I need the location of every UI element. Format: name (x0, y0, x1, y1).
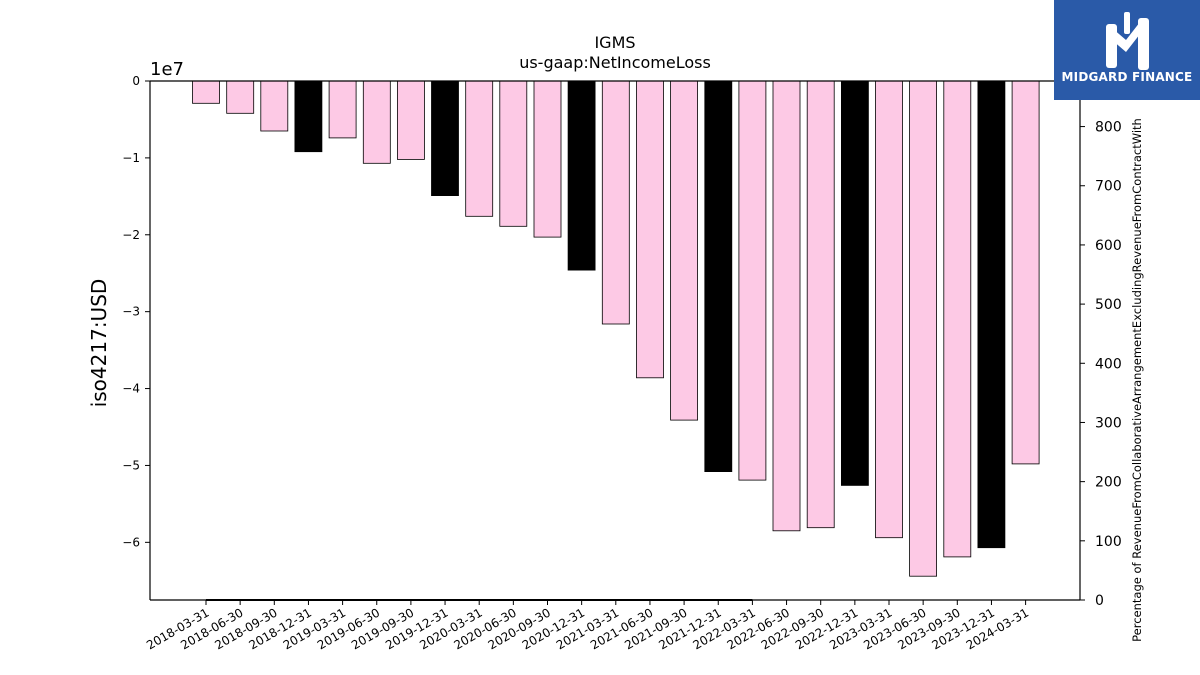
bar-2021-03-31 (601, 80, 630, 325)
y-tick-label: −3 (122, 305, 140, 319)
y2-tick-label: 0 (1095, 593, 1104, 609)
y2-tick-label: 800 (1095, 120, 1122, 136)
midgard-logo: MIDGARD FINANCE (1054, 0, 1200, 100)
bar-2019-09-30 (396, 80, 425, 160)
bar-2024-03-31 (1011, 80, 1040, 465)
bars-group (192, 80, 1040, 577)
y2-tick-label: 200 (1095, 475, 1122, 491)
bar-2023-03-31 (875, 80, 903, 539)
bar-2022-12-31 (841, 80, 869, 486)
y2-tick-label: 400 (1095, 356, 1122, 372)
y-tick-label: 0 (132, 74, 140, 88)
bar-2021-09-30 (670, 80, 698, 421)
bar-2020-06-30 (499, 80, 528, 227)
bar-2020-12-31 (567, 80, 596, 271)
bar-2020-03-31 (465, 80, 494, 217)
bar-2022-09-30 (806, 80, 835, 529)
bar-2019-12-31 (431, 80, 459, 196)
y2-tick-label: 600 (1095, 238, 1122, 254)
y2-tick-label: 700 (1095, 179, 1122, 195)
bar-2023-06-30 (909, 80, 937, 577)
bar-2020-09-30 (533, 80, 562, 238)
y-exponent-label: 1e7 (150, 59, 184, 80)
y-tick-label: −6 (122, 535, 140, 549)
bar-2018-09-30 (260, 80, 289, 132)
y2-tick-label: 100 (1095, 534, 1122, 550)
bar-2022-03-31 (738, 80, 767, 481)
bar-2018-06-30 (226, 80, 255, 114)
y2-axis-label: Percentage of RevenueFromCollaborativeAr… (1130, 118, 1144, 642)
y-tick-label: −2 (122, 228, 140, 242)
bar-2019-06-30 (362, 80, 391, 164)
y-tick-label: −1 (122, 151, 140, 165)
bar-2018-03-31 (192, 80, 220, 104)
y-axis-label: iso4217:USD (87, 279, 111, 408)
y-tick-label: −5 (122, 458, 140, 472)
y2-tick-label: 300 (1095, 415, 1122, 431)
chart-subtitle: us-gaap:NetIncomeLoss (519, 53, 711, 72)
bar-2023-09-30 (943, 80, 972, 558)
y2-tick-label: 500 (1095, 297, 1122, 313)
bar-2018-12-31 (294, 80, 323, 153)
bar-2021-12-31 (704, 80, 733, 473)
logo-text: MIDGARD FINANCE (1061, 70, 1193, 84)
y-tick-label: −4 (122, 382, 140, 396)
bar-2021-06-30 (636, 80, 664, 379)
bar-2019-03-31 (328, 80, 357, 139)
midgard-logo-icon (1106, 12, 1149, 70)
bar-2023-12-31 (977, 80, 1006, 549)
chart-title: IGMS (594, 33, 635, 52)
bar-2022-06-30 (772, 80, 801, 532)
